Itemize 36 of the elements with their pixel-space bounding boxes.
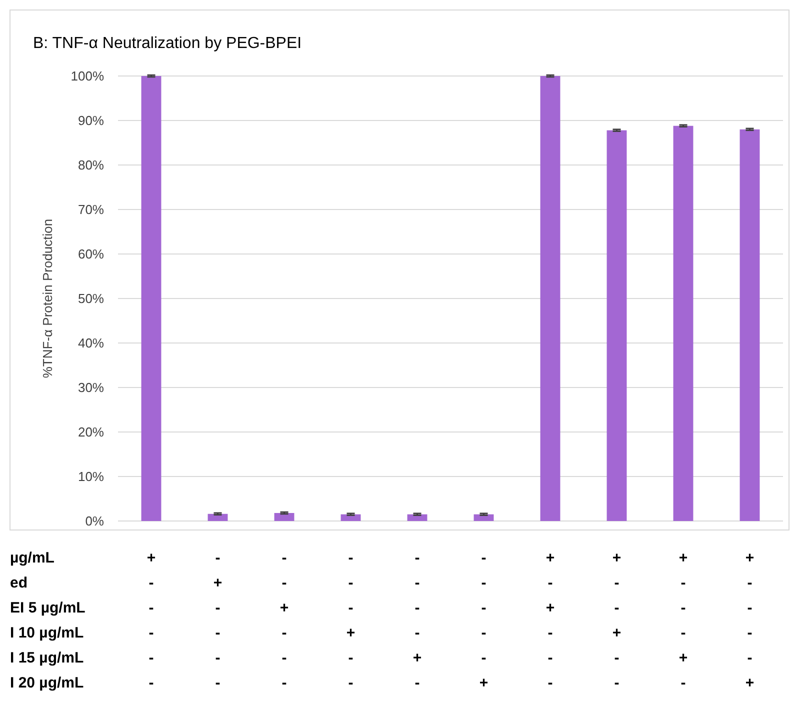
bar <box>673 126 694 521</box>
bar <box>540 76 560 521</box>
x-tick-label: + - - - + - <box>678 549 688 692</box>
text: I 20 µg/mL <box>10 674 84 692</box>
text: ed <box>10 574 28 592</box>
bar <box>606 130 627 521</box>
text: I 15 µg/mL <box>10 649 84 666</box>
text: EI 5 µg/mL <box>10 599 86 616</box>
x-tick-label: - + - - - - <box>213 549 222 692</box>
y-tick-label: 50% <box>78 291 104 306</box>
y-tick-label: 70% <box>78 202 104 218</box>
x-tick-label: + - - - - - <box>146 549 156 692</box>
x-tick-label: + - - - - + <box>745 549 754 692</box>
y-tick-label: 60% <box>78 246 104 262</box>
x-tick-label: - - - + - - <box>346 549 356 692</box>
y-tick-label: 0% <box>85 514 104 529</box>
y-tick-label: 20% <box>78 424 104 440</box>
x-tick-label: + - - + - - <box>612 549 622 692</box>
text: I 10 µg/mL <box>10 624 84 642</box>
y-tick-label: 80% <box>78 158 104 173</box>
x-tick-label: - - + - - - <box>280 549 289 692</box>
y-tick-label: 40% <box>78 336 104 351</box>
y-tick-label: 30% <box>78 380 104 396</box>
bar <box>274 512 294 521</box>
y-axis-title: %TNF-α Protein Production <box>40 218 55 378</box>
text: µg/mL <box>10 549 54 566</box>
y-tick-label: 100% <box>70 68 104 84</box>
x-tick-label: - - - - - + <box>479 549 488 692</box>
chart-title: B: TNF-α Neutralization by PEG-BPEI <box>33 35 302 52</box>
bar <box>208 514 228 521</box>
y-tick-label: 10% <box>78 469 104 484</box>
y-tick-label: 90% <box>78 113 104 128</box>
x-tick-label: - - - - + - <box>412 549 422 692</box>
bar <box>740 129 760 521</box>
x-tick-label: + - + - - - <box>546 549 555 692</box>
bar <box>141 76 162 521</box>
